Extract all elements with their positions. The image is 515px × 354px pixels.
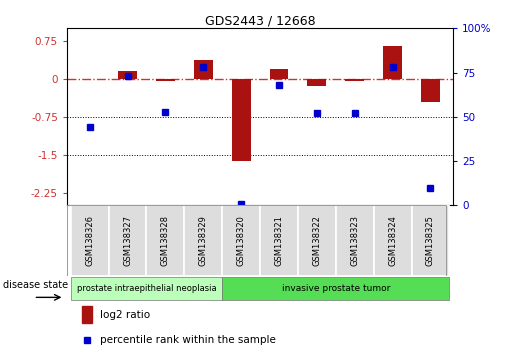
FancyBboxPatch shape [71, 205, 109, 276]
FancyBboxPatch shape [298, 205, 336, 276]
Text: GSM138322: GSM138322 [313, 215, 321, 266]
Text: GSM138324: GSM138324 [388, 215, 397, 266]
Bar [156, 79, 175, 81]
Text: prostate intraepithelial neoplasia: prostate intraepithelial neoplasia [77, 284, 216, 293]
FancyBboxPatch shape [374, 205, 411, 276]
FancyBboxPatch shape [222, 278, 450, 299]
FancyBboxPatch shape [260, 205, 298, 276]
FancyBboxPatch shape [411, 205, 450, 276]
Text: GSM138323: GSM138323 [350, 215, 359, 266]
FancyBboxPatch shape [184, 205, 222, 276]
Bar [82, 306, 92, 323]
Text: invasive prostate tumor: invasive prostate tumor [282, 284, 390, 293]
FancyBboxPatch shape [222, 205, 260, 276]
Bar [307, 79, 327, 86]
Bar [345, 79, 364, 81]
Text: log2 ratio: log2 ratio [100, 310, 150, 320]
Text: GSM138321: GSM138321 [274, 215, 284, 266]
Text: GSM138327: GSM138327 [123, 215, 132, 266]
Text: GSM138328: GSM138328 [161, 215, 170, 266]
FancyBboxPatch shape [336, 205, 374, 276]
FancyBboxPatch shape [109, 205, 146, 276]
Text: GSM138320: GSM138320 [236, 215, 246, 266]
Bar [421, 79, 440, 102]
Bar [118, 71, 137, 79]
FancyBboxPatch shape [71, 278, 222, 299]
Bar [194, 60, 213, 79]
Text: GSM138329: GSM138329 [199, 215, 208, 266]
Title: GDS2443 / 12668: GDS2443 / 12668 [205, 14, 315, 27]
Text: GSM138325: GSM138325 [426, 215, 435, 266]
Text: disease state: disease state [3, 280, 67, 290]
Bar [232, 79, 251, 161]
Bar [383, 46, 402, 79]
FancyBboxPatch shape [146, 205, 184, 276]
Text: GSM138326: GSM138326 [85, 215, 94, 266]
Text: percentile rank within the sample: percentile rank within the sample [100, 335, 276, 344]
Bar [269, 69, 288, 79]
